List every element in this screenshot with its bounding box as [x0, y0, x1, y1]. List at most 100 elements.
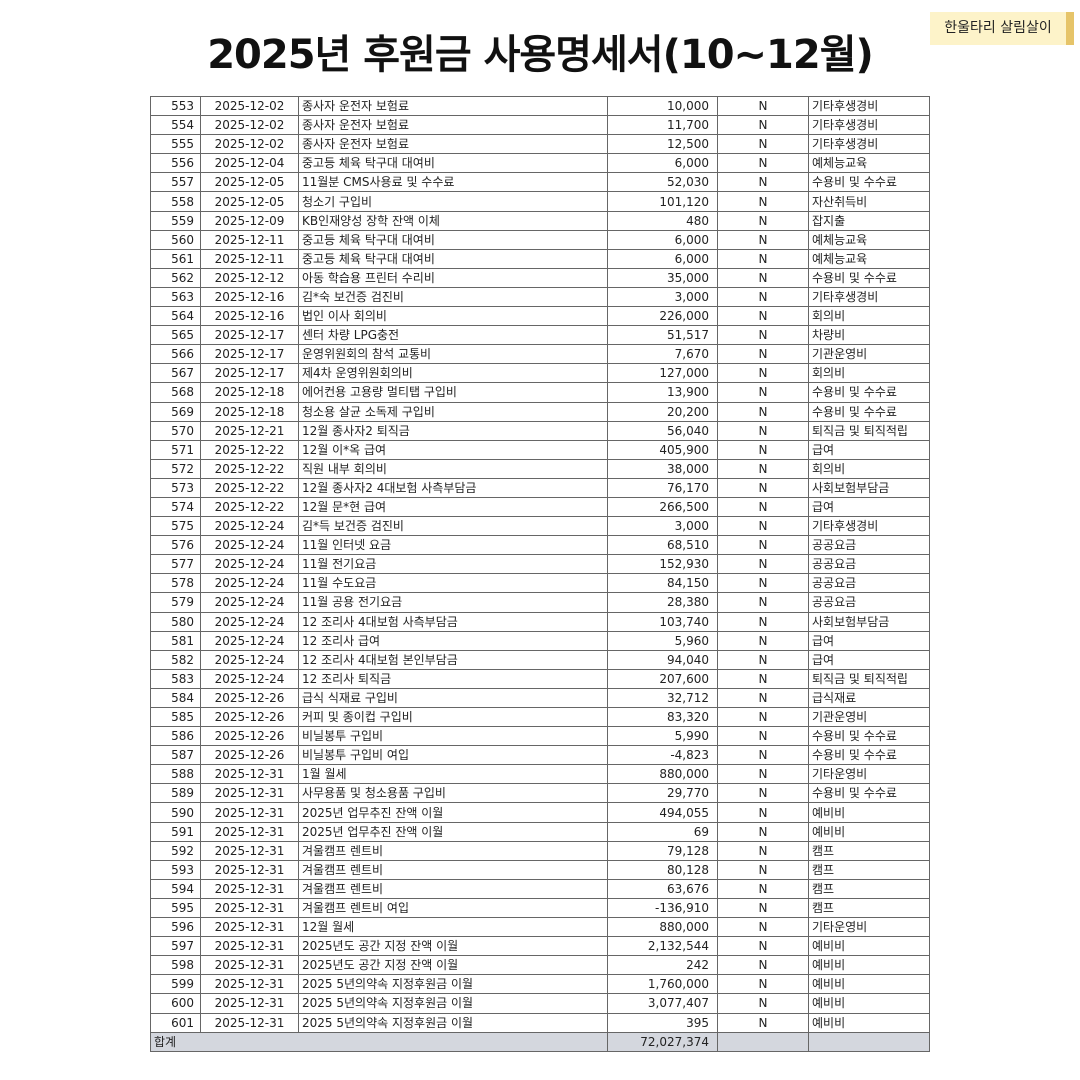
description: 2025년 업무추진 잔액 이월	[298, 802, 608, 823]
table-row: 599 2025-12-31 2025 5년의약속 지정후원금 이월 1,760,00…	[150, 974, 930, 995]
flag: N	[717, 687, 809, 709]
description: 1월 월세	[298, 764, 608, 785]
category: 수용비 및 수수료	[808, 726, 930, 747]
description: 12월 문*현 급여	[298, 496, 608, 518]
row-number: 592	[150, 840, 201, 861]
flag: N	[717, 95, 809, 117]
description: 12 조리사 퇴직금	[298, 668, 608, 689]
category: 기타후생경비	[808, 115, 930, 136]
flag: N	[717, 286, 809, 308]
table-row: 567 2025-12-17 제4차 운영위원회의비 127,000 N 회의비	[150, 363, 930, 384]
amount: 494,055	[607, 802, 718, 823]
row-number: 553	[150, 95, 201, 117]
table-row: 569 2025-12-18 청소용 살균 소독제 구입비 20,200 N 수용비 및 …	[150, 401, 930, 422]
flag: N	[717, 191, 809, 212]
table-row: 595 2025-12-31 겨울캠프 렌트비 여입 -136,910 N 캠프	[150, 897, 930, 919]
amount: 207,600	[607, 668, 718, 689]
flag: N	[717, 134, 809, 155]
description: 종사자 운전자 보험료	[298, 95, 608, 117]
flag: N	[717, 248, 809, 269]
row-number: 587	[150, 745, 201, 766]
row-number: 563	[150, 286, 201, 308]
flag: N	[717, 458, 809, 479]
category: 공공요금	[808, 535, 930, 556]
table-row: 587 2025-12-26 비닐봉투 구입비 여입 -4,823 N 수용비 및 수수료	[150, 745, 930, 766]
category: 기타운영비	[808, 917, 930, 938]
date: 2025-12-31	[200, 897, 299, 919]
amount: 1,760,000	[607, 974, 718, 995]
description: 중고등 체육 탁구대 대여비	[298, 229, 608, 250]
category: 수용비 및 수수료	[808, 745, 930, 766]
date: 2025-12-31	[200, 993, 299, 1014]
row-number: 579	[150, 592, 201, 613]
table-row: 597 2025-12-31 2025년도 공간 지정 잔액 이월 2,132,544…	[150, 936, 930, 957]
amount: 6,000	[607, 248, 718, 269]
description: 2025년도 공간 지정 잔액 이월	[298, 955, 608, 976]
row-number: 591	[150, 821, 201, 842]
date: 2025-12-24	[200, 516, 299, 537]
table-row: 601 2025-12-31 2025 5년의약속 지정후원금 이월 395 N 예비비	[150, 1012, 930, 1033]
description: 운영위원회의 참석 교통비	[298, 344, 608, 365]
amount: 405,900	[607, 439, 718, 460]
amount: 20,200	[607, 401, 718, 422]
amount: 5,990	[607, 726, 718, 747]
description: 겨울캠프 렌트비 여입	[298, 897, 608, 919]
amount: 11,700	[607, 115, 718, 136]
amount: 127,000	[607, 363, 718, 384]
row-number: 560	[150, 229, 201, 250]
date: 2025-12-11	[200, 229, 299, 250]
date: 2025-12-31	[200, 955, 299, 976]
row-number: 569	[150, 401, 201, 422]
description: 종사자 운전자 보험료	[298, 115, 608, 136]
row-number: 576	[150, 535, 201, 556]
description: 12월 종사자2 퇴직금	[298, 420, 608, 441]
row-number: 584	[150, 687, 201, 709]
table-row: 582 2025-12-24 12 조리사 4대보험 본인부담금 94,040 N 급여	[150, 649, 930, 670]
table-row: 555 2025-12-02 종사자 운전자 보험료 12,500 N 기타후생경비	[150, 134, 930, 155]
row-number: 566	[150, 344, 201, 365]
date: 2025-12-24	[200, 535, 299, 556]
flag: N	[717, 516, 809, 537]
description: 비닐봉투 구입비 여입	[298, 745, 608, 766]
description: 2025 5년의약속 지정후원금 이월	[298, 974, 608, 995]
table-row: 578 2025-12-24 11월 수도요금 84,150 N 공공요금	[150, 573, 930, 594]
description: 12월 월세	[298, 917, 608, 938]
flag: N	[717, 706, 809, 728]
category: 예비비	[808, 993, 930, 1014]
description: 에어컨용 고용량 멀티탭 구입비	[298, 382, 608, 403]
row-number: 564	[150, 306, 201, 327]
table-row: 584 2025-12-26 급식 식재료 구입비 32,712 N 급식재료	[150, 687, 930, 709]
row-number: 570	[150, 420, 201, 441]
category: 수용비 및 수수료	[808, 172, 930, 193]
amount: 6,000	[607, 229, 718, 250]
flag: N	[717, 496, 809, 518]
flag: N	[717, 802, 809, 823]
amount: 5,960	[607, 630, 718, 651]
row-number: 590	[150, 802, 201, 823]
flag: N	[717, 859, 809, 880]
flag: N	[717, 726, 809, 747]
amount: 266,500	[607, 496, 718, 518]
description: 2025년도 공간 지정 잔액 이월	[298, 936, 608, 957]
date: 2025-12-31	[200, 802, 299, 823]
table-row: 590 2025-12-31 2025년 업무추진 잔액 이월 494,055 N 예비비	[150, 802, 930, 823]
category: 공공요금	[808, 554, 930, 575]
description: 청소용 살균 소독제 구입비	[298, 401, 608, 422]
amount: 395	[607, 1012, 718, 1033]
row-number: 580	[150, 611, 201, 632]
category: 예체능교육	[808, 248, 930, 269]
description: 12 조리사 4대보험 사측부담금	[298, 611, 608, 632]
table-row: 600 2025-12-31 2025 5년의약속 지정후원금 이월 3,077,40…	[150, 993, 930, 1014]
amount: 68,510	[607, 535, 718, 556]
flag: N	[717, 325, 809, 346]
table-row: 580 2025-12-24 12 조리사 4대보험 사측부담금 103,740 N 사회…	[150, 611, 930, 632]
flag: N	[717, 897, 809, 919]
row-number: 589	[150, 783, 201, 804]
description: 법인 이사 회의비	[298, 306, 608, 327]
category: 퇴직금 및 퇴직적립	[808, 420, 930, 441]
category: 공공요금	[808, 592, 930, 613]
description: 급식 식재료 구입비	[298, 687, 608, 709]
amount: 28,380	[607, 592, 718, 613]
category: 회의비	[808, 458, 930, 479]
category: 잡지출	[808, 210, 930, 231]
